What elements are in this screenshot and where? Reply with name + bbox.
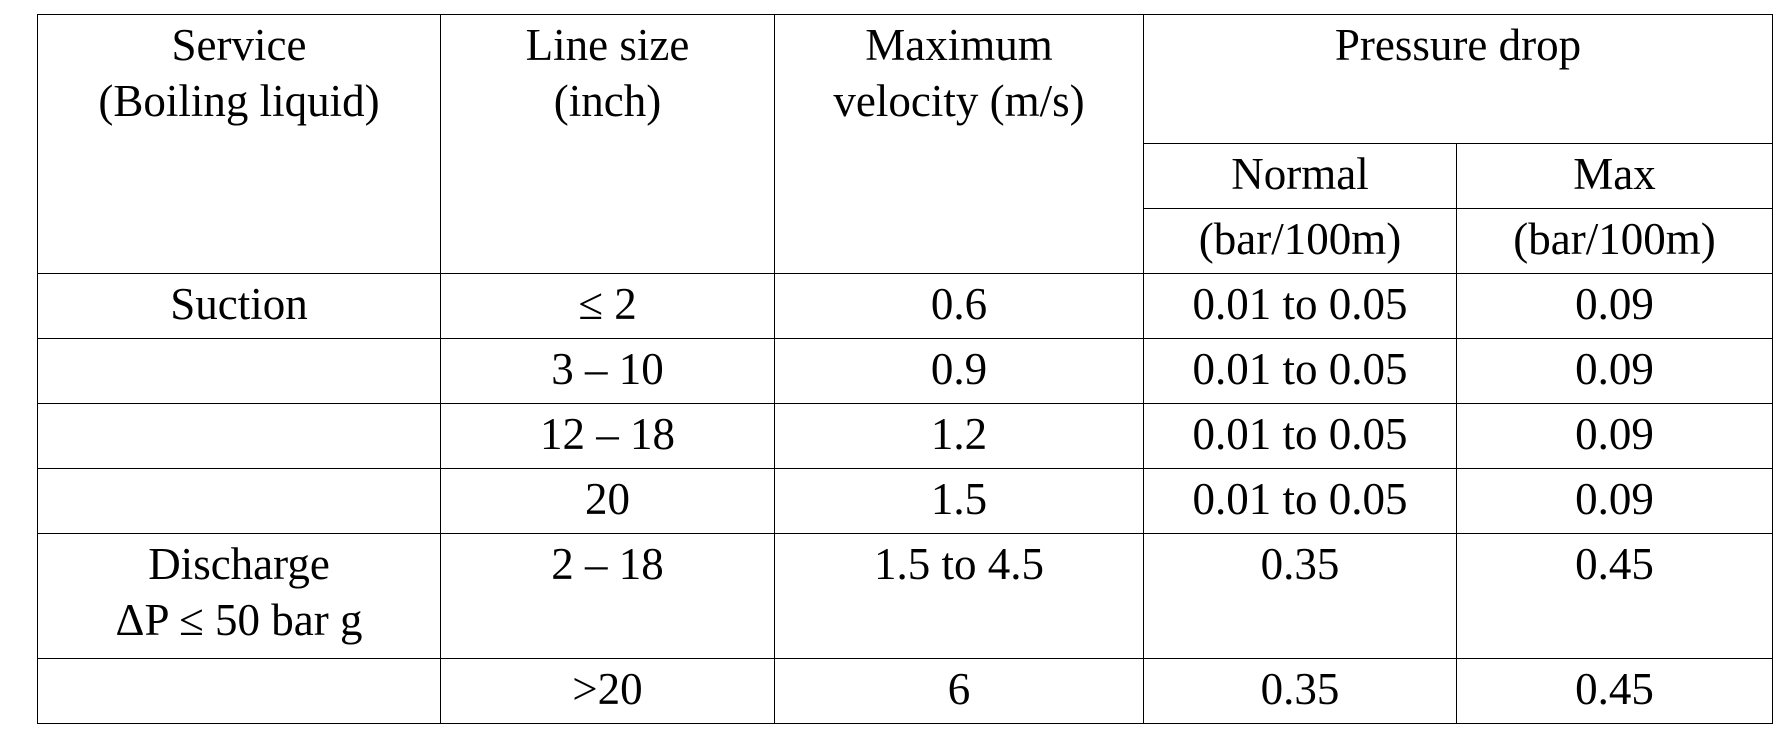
table-row: 20 1.5 0.01 to 0.05 0.09	[37, 468, 1773, 534]
cell-velocity: 1.2	[774, 403, 1144, 469]
header-max: Max	[1456, 143, 1773, 209]
cell-velocity: 1.5	[774, 468, 1144, 534]
cell-service: Discharge ΔP ≤ 50 bar g	[37, 533, 441, 659]
table-row: Suction ≤ 2 0.6 0.01 to 0.05 0.09	[37, 273, 1773, 339]
cell-velocity: 6	[774, 658, 1144, 724]
table-row: >20 6 0.35 0.45	[37, 658, 1773, 724]
table-row: Discharge ΔP ≤ 50 bar g 2 – 18 1.5 to 4.…	[37, 533, 1773, 659]
cell-line-size: ≤ 2	[440, 273, 775, 339]
header-service-line-1: Service	[171, 20, 307, 70]
cell-velocity: 1.5 to 4.5	[774, 533, 1144, 659]
cell-max: 0.09	[1456, 273, 1773, 339]
header-line-size-line-1: Line size	[525, 20, 690, 70]
cell-service	[37, 338, 441, 404]
cell-normal: 0.35	[1143, 533, 1457, 659]
cell-line-size: 20	[440, 468, 775, 534]
header-max-velocity-line-2: velocity (m/s)	[833, 76, 1085, 126]
cell-normal: 0.01 to 0.05	[1143, 273, 1457, 339]
header-pressure-drop: Pressure drop	[1143, 14, 1773, 144]
header-service: Service (Boiling liquid)	[37, 14, 441, 274]
cell-max: 0.45	[1456, 533, 1773, 659]
cell-line-size: 12 – 18	[440, 403, 775, 469]
header-line-size-line-2: (inch)	[553, 76, 662, 126]
cell-normal: 0.01 to 0.05	[1143, 403, 1457, 469]
header-row: Service (Boiling liquid) Line size (inch…	[37, 14, 1773, 274]
cell-max: 0.45	[1456, 658, 1773, 724]
header-max-velocity: Maximum velocity (m/s)	[774, 14, 1144, 274]
cell-line-size: 3 – 10	[440, 338, 775, 404]
cell-service	[37, 403, 441, 469]
cell-normal: 0.01 to 0.05	[1143, 468, 1457, 534]
cell-line-size: >20	[440, 658, 775, 724]
cell-normal: 0.35	[1143, 658, 1457, 724]
table-row: 3 – 10 0.9 0.01 to 0.05 0.09	[37, 338, 1773, 404]
header-service-line-2: (Boiling liquid)	[98, 76, 380, 126]
cell-max: 0.09	[1456, 403, 1773, 469]
cell-service-line-2: ΔP ≤ 50 bar g	[115, 595, 363, 645]
cell-normal: 0.01 to 0.05	[1143, 338, 1457, 404]
header-max-unit: (bar/100m)	[1456, 208, 1773, 274]
header-normal: Normal	[1143, 143, 1457, 209]
cell-velocity: 0.6	[774, 273, 1144, 339]
subheader-row: Normal Max	[38, 143, 1773, 209]
cell-max: 0.09	[1456, 468, 1773, 534]
pump-line-sizing-table: Service (Boiling liquid) Line size (inch…	[37, 14, 1773, 724]
cell-service-line-1: Discharge	[148, 539, 330, 589]
header-line-size: Line size (inch)	[440, 14, 775, 274]
header-max-velocity-line-1: Maximum	[865, 20, 1053, 70]
cell-line-size: 2 – 18	[440, 533, 775, 659]
header-normal-unit: (bar/100m)	[1143, 208, 1457, 274]
cell-max: 0.09	[1456, 338, 1773, 404]
cell-velocity: 0.9	[774, 338, 1144, 404]
table-row: 12 – 18 1.2 0.01 to 0.05 0.09	[37, 403, 1773, 469]
cell-service	[37, 658, 441, 724]
cell-service: Suction	[37, 273, 441, 339]
cell-service	[37, 468, 441, 534]
